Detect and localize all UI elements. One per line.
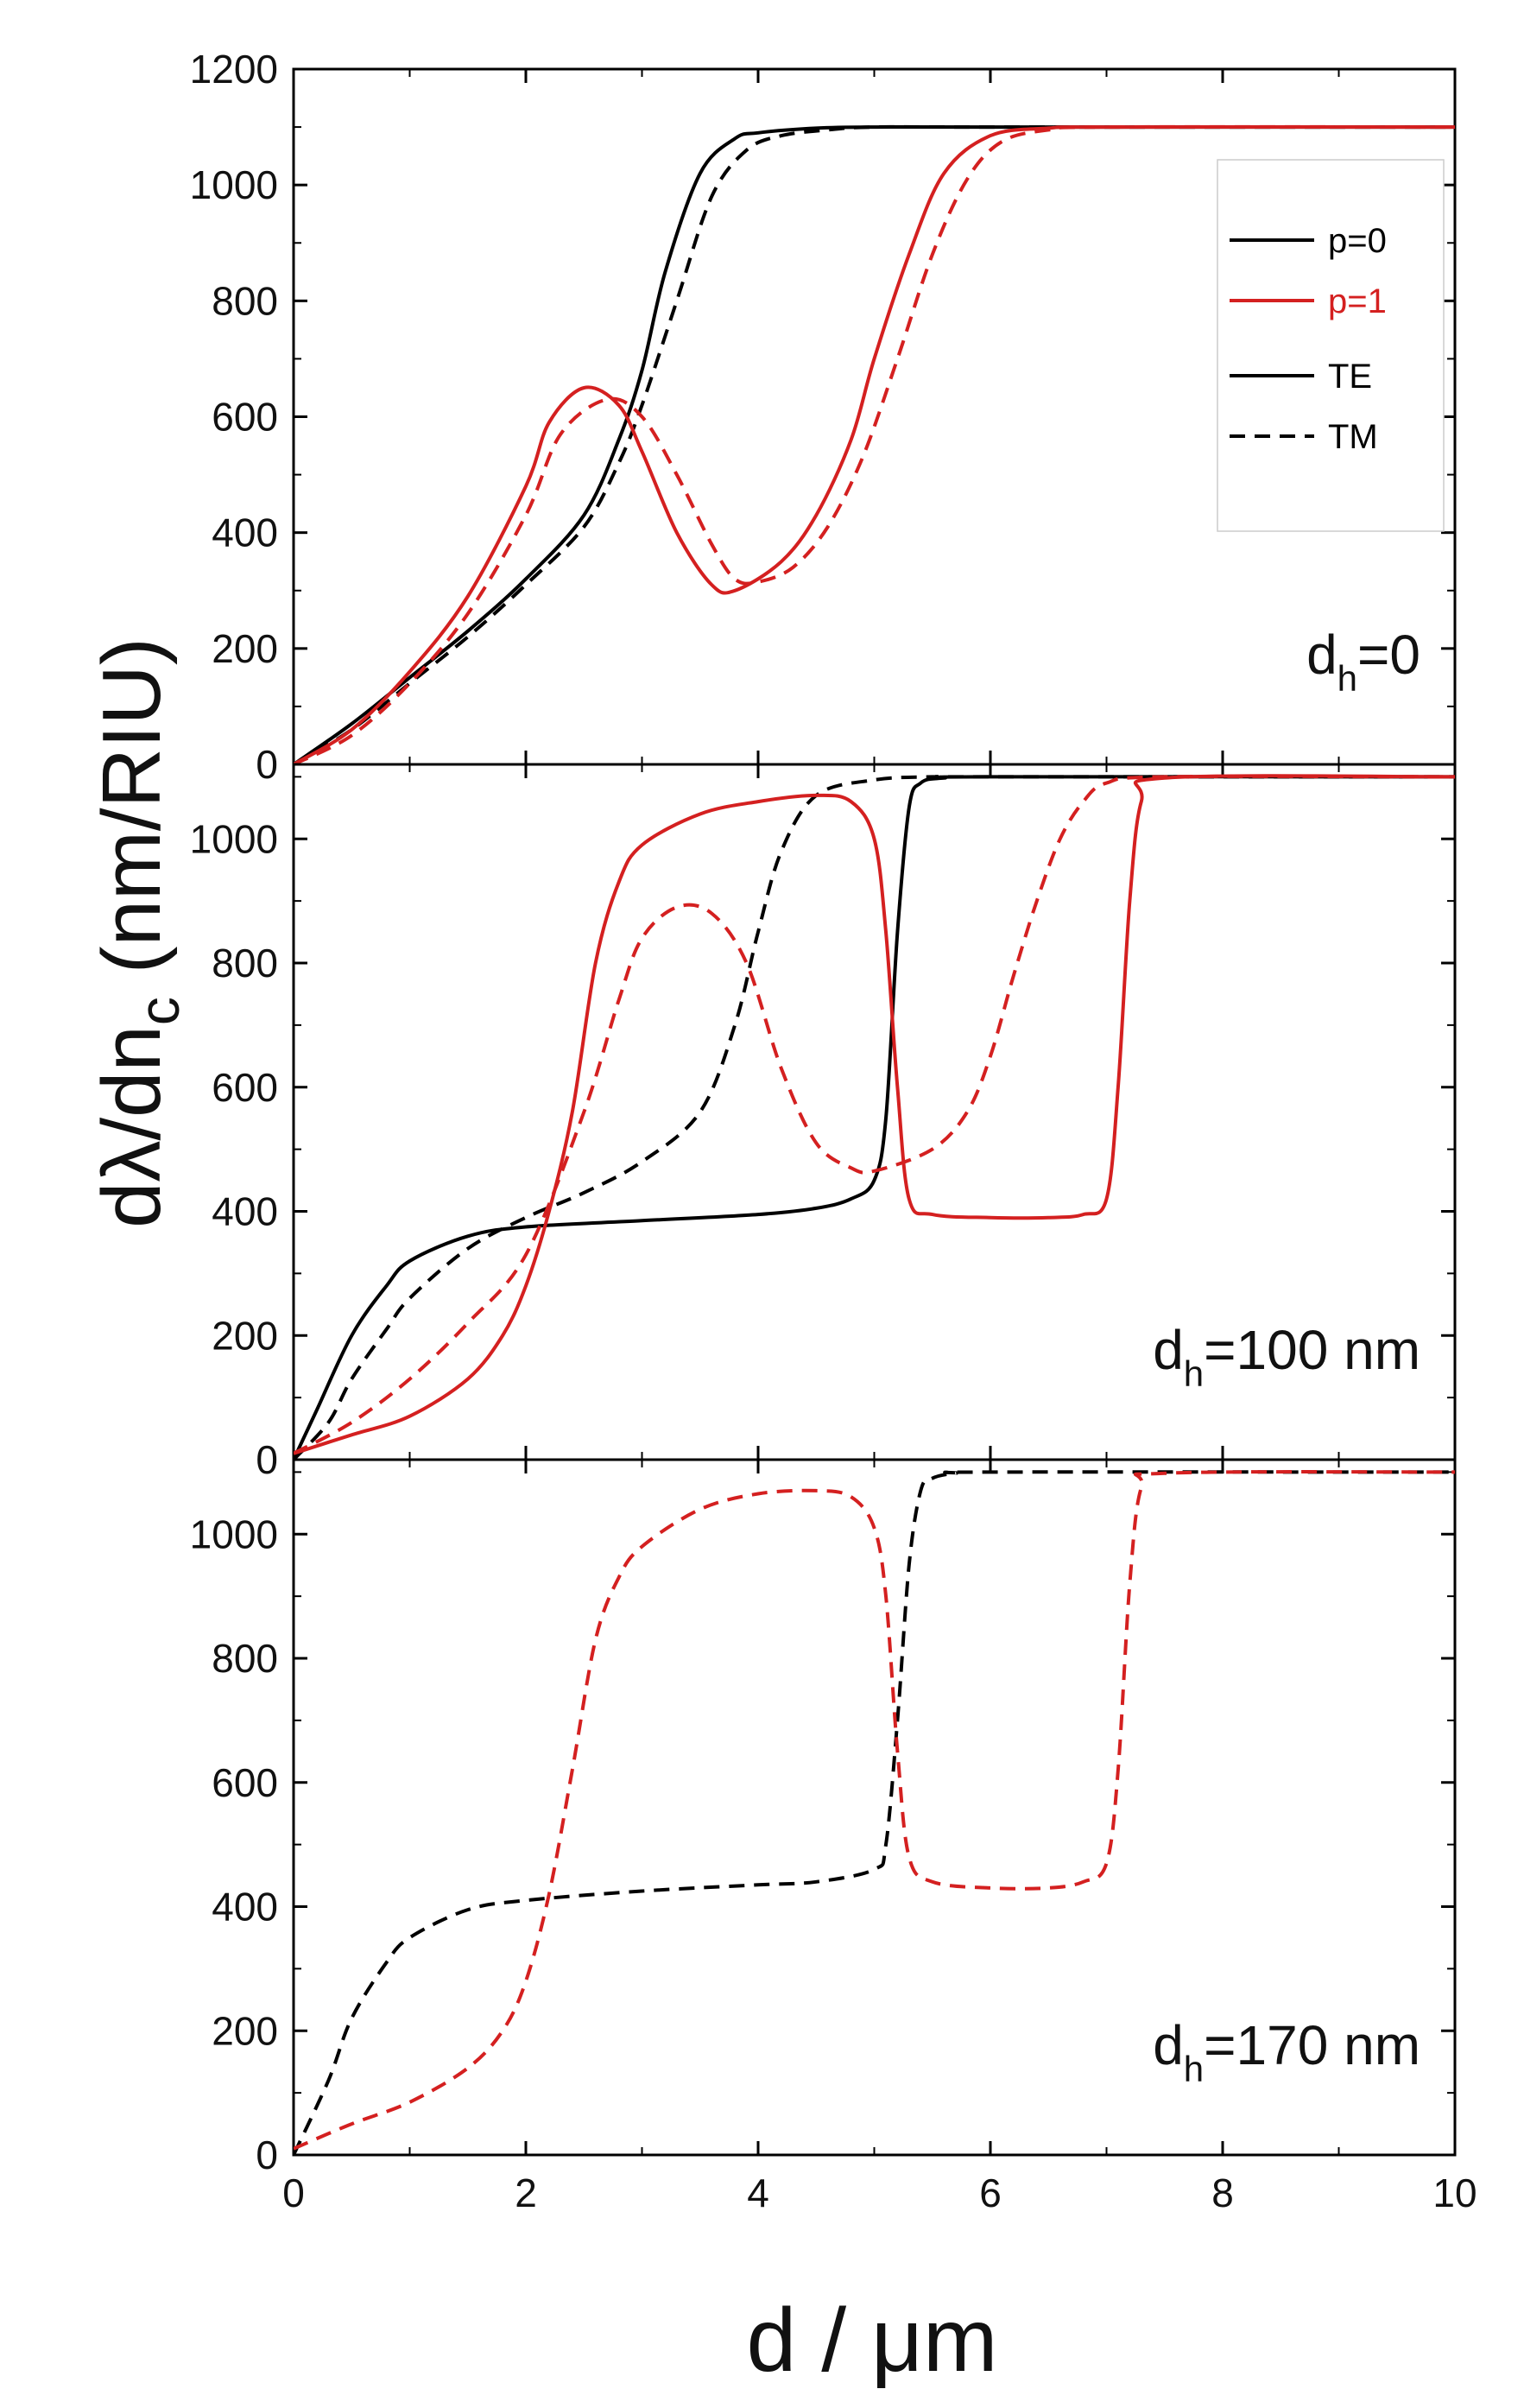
x-tick-label: 0 (282, 2170, 305, 2215)
panel-label: dh=170 nm (1153, 2014, 1420, 2089)
x-axis-title-prefix: d / (746, 2291, 871, 2391)
legend-label-tm: TM (1328, 418, 1378, 456)
y-axis-title: dλ/dnc (nm/RIU) (85, 637, 191, 1228)
x-tick-label: 8 (1211, 2170, 1234, 2215)
x-axis-title: d / μm (746, 2291, 997, 2391)
legend-label-p-0: p=0 (1328, 222, 1387, 260)
panels-layer: 020040060080010001200dh=0020040060080010… (190, 47, 1477, 2215)
panel-label-sub: h (1184, 2049, 1204, 2089)
y-tick-label: 200 (212, 1313, 278, 1358)
panel-label-main: d (1153, 2014, 1184, 2076)
legend-label-te: TE (1328, 358, 1372, 396)
panel-label-sub: h (1337, 658, 1357, 699)
panel-bottom: 0 200 400 600 800 1000 0 2 4 6 8 10 dh=170 nm (190, 1458, 1477, 2215)
y-axis-title-suffix: (nm/RIU) (85, 637, 178, 997)
y-tick-label: 1000 (190, 1511, 278, 1556)
panel-label: dh=100 nm (1153, 1319, 1420, 1394)
y-tick-label: 600 (212, 1760, 278, 1805)
panel-label-rest: =100 nm (1204, 1319, 1420, 1381)
panel-label-main: d (1153, 1319, 1184, 1381)
series-group (294, 124, 1455, 764)
y-tick-label: 600 (212, 1065, 278, 1110)
y-tick-label: 800 (212, 278, 278, 323)
panel-label-rest: =170 nm (1204, 2014, 1420, 2076)
y-tick-label: 1200 (190, 47, 278, 92)
series-group (294, 1470, 1455, 2155)
x-tick-label: 4 (747, 2170, 769, 2215)
panel-label: dh=0 (1306, 624, 1420, 699)
legend-label-p-1: p=1 (1328, 282, 1387, 320)
panel-top: 0 200 400 600 800 1000 1200 dh=0 (190, 47, 1457, 787)
y-tick-label: 800 (212, 941, 278, 985)
y-tick-label: 0 (256, 2132, 278, 2177)
y-axis-title-sub: c (127, 997, 191, 1025)
y-axis-title-prefix: dλ/dn (85, 1025, 178, 1228)
y-tick-label: 1000 (190, 162, 278, 207)
y-tick-label: 600 (212, 395, 278, 440)
y-tick-label: 800 (212, 1636, 278, 1681)
y-tick-label: 0 (256, 742, 278, 787)
y-tick-label: 200 (212, 626, 278, 671)
series-p-0-tm-line (294, 124, 1455, 764)
y-tick-label: 400 (212, 510, 278, 555)
series-p-1-te-line (294, 774, 1455, 1455)
series-p-1-te-line (294, 125, 1455, 764)
series-p-1-tm-line (294, 774, 1455, 1455)
x-tick-label: 6 (979, 2170, 1002, 2215)
series-p-0-tm-line (294, 1470, 1455, 2155)
legend-box (1217, 159, 1445, 532)
panel-label-sub: h (1184, 1353, 1204, 1394)
series-p-1-tm-line (294, 1470, 1455, 2151)
series-p-0-tm-line (294, 775, 1455, 1460)
y-tick-label: 0 (256, 1437, 278, 1482)
y-tick-label: 400 (212, 1189, 278, 1234)
series-group (294, 774, 1455, 1460)
legend: p=0 p=1 TE TM (1217, 159, 1445, 532)
y-tick-label: 1000 (190, 816, 278, 861)
series-p-0-te-line (294, 775, 1455, 1460)
y-tick-label: 400 (212, 1885, 278, 1930)
panel-label-rest: =0 (1357, 624, 1420, 686)
x-tick-label: 10 (1432, 2170, 1477, 2215)
x-axis-title-unit: μm (871, 2291, 998, 2391)
x-tick-label: 2 (515, 2170, 537, 2215)
panel-label-main: d (1306, 624, 1337, 686)
panel-middle: 0 200 400 600 800 1000 dh=100 nm (190, 763, 1457, 1482)
y-tick-label: 200 (212, 2008, 278, 2053)
series-p-1-tm-line (294, 124, 1455, 764)
